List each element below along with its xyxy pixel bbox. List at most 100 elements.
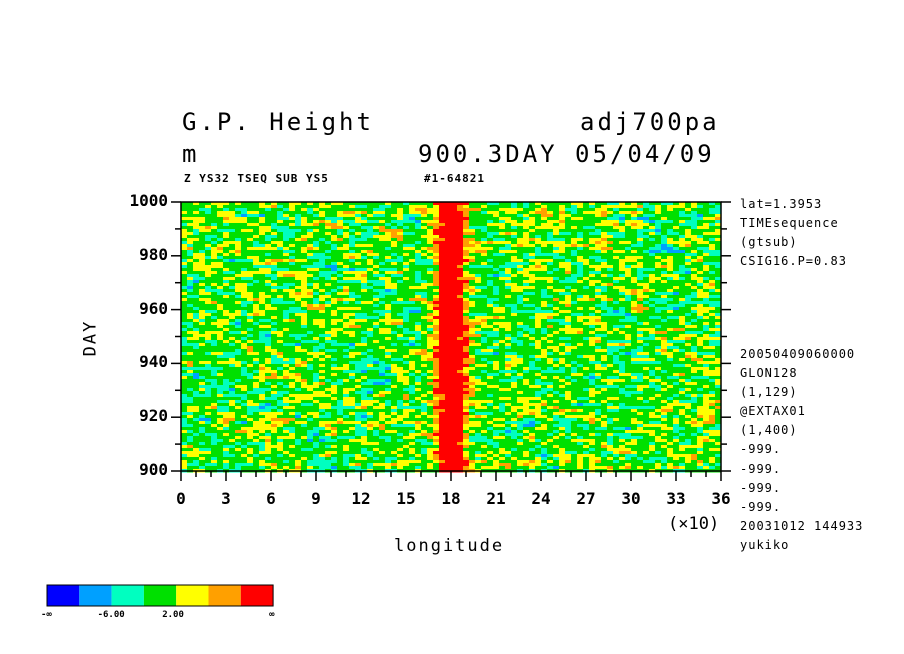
heatmap-cell — [295, 232, 302, 236]
heatmap-cell — [367, 280, 374, 284]
heatmap-cell — [655, 274, 662, 278]
heatmap-cell — [553, 235, 560, 239]
heatmap-cell — [535, 250, 542, 254]
heatmap-cell — [643, 223, 650, 227]
heatmap-cell — [421, 244, 428, 248]
heatmap-cell — [487, 202, 494, 206]
heatmap-cell — [601, 208, 608, 212]
heatmap-cell — [409, 202, 416, 206]
heatmap-cell — [391, 220, 398, 224]
heatmap-cell — [673, 211, 680, 215]
heatmap-cell — [577, 286, 584, 290]
heatmap-cell — [679, 292, 686, 296]
heatmap-cell — [253, 205, 260, 209]
heatmap-cell — [649, 298, 656, 302]
heatmap-cell — [715, 310, 722, 314]
heatmap-cell — [265, 202, 272, 206]
heatmap-cell — [337, 283, 344, 287]
heatmap-cell — [415, 349, 422, 353]
heatmap-cell — [649, 304, 656, 308]
heatmap-cell — [259, 220, 266, 224]
heatmap-cell — [445, 271, 452, 275]
heatmap-cell — [199, 292, 206, 296]
heatmap-cell — [487, 346, 494, 350]
heatmap-cell — [451, 337, 458, 341]
heatmap-cell — [535, 289, 542, 293]
heatmap-cell — [391, 313, 398, 317]
heatmap-cell — [649, 238, 656, 242]
heatmap-cell — [289, 319, 296, 323]
heatmap-cell — [187, 205, 194, 209]
heatmap-cell — [661, 205, 668, 209]
heatmap-cell — [271, 214, 278, 218]
heatmap-cell — [367, 316, 374, 320]
heatmap-cell — [295, 349, 302, 353]
heatmap-cell — [475, 310, 482, 314]
heatmap-cell — [271, 334, 278, 338]
heatmap-cell — [463, 274, 470, 278]
heatmap-cell — [367, 265, 374, 269]
heatmap-cell — [631, 358, 638, 362]
heatmap-cell — [217, 313, 224, 317]
heatmap-cell — [373, 319, 380, 323]
heatmap-cell — [691, 322, 698, 326]
heatmap-cell — [529, 232, 536, 236]
heatmap-cell — [631, 313, 638, 317]
heatmap-cell — [631, 220, 638, 224]
heatmap-cell — [235, 319, 242, 323]
heatmap-cell — [643, 259, 650, 263]
heatmap-cell — [229, 334, 236, 338]
heatmap-cell — [253, 202, 260, 206]
heatmap-cell — [445, 355, 452, 359]
heatmap-cell — [313, 202, 320, 206]
heatmap-cell — [229, 202, 236, 206]
heatmap-cell — [649, 220, 656, 224]
heatmap-cell — [679, 226, 686, 230]
heatmap-cell — [187, 286, 194, 290]
heatmap-cell — [265, 220, 272, 224]
heatmap-cell — [187, 316, 194, 320]
heatmap-cell — [223, 238, 230, 242]
heatmap-cell — [421, 265, 428, 269]
heatmap-cell — [661, 229, 668, 233]
heatmap-cell — [289, 265, 296, 269]
heatmap-cell — [535, 334, 542, 338]
heatmap-cell — [427, 355, 434, 359]
heatmap-cell — [247, 211, 254, 215]
heatmap-cell — [193, 355, 200, 359]
heatmap-cell — [379, 340, 386, 344]
heatmap-cell — [565, 298, 572, 302]
heatmap-cell — [193, 325, 200, 329]
heatmap-cell — [211, 298, 218, 302]
heatmap-cell — [637, 358, 644, 362]
heatmap-cell — [229, 283, 236, 287]
heatmap-cell — [277, 202, 284, 206]
heatmap-cell — [685, 307, 692, 311]
heatmap-cell — [481, 229, 488, 233]
heatmap-cell — [367, 349, 374, 353]
heatmap-cell — [427, 304, 434, 308]
heatmap-cell — [295, 301, 302, 305]
heatmap-cell — [397, 277, 404, 281]
heatmap-cell — [205, 232, 212, 236]
heatmap-cell — [571, 361, 578, 365]
heatmap-cell — [385, 208, 392, 212]
heatmap-cell — [277, 226, 284, 230]
heatmap-cell — [715, 346, 722, 350]
heatmap-cell — [637, 361, 644, 365]
heatmap-cell — [439, 304, 446, 308]
heatmap-cell — [463, 304, 470, 308]
heatmap-cell — [709, 244, 716, 248]
heatmap-cell — [427, 214, 434, 218]
heatmap-cell — [643, 202, 650, 206]
heatmap-cell — [409, 280, 416, 284]
heatmap-cell — [211, 346, 218, 350]
heatmap-cell — [535, 325, 542, 329]
heatmap-cell — [379, 298, 386, 302]
heatmap-cell — [679, 310, 686, 314]
heatmap-cell — [643, 274, 650, 278]
heatmap-cell — [607, 319, 614, 323]
heatmap-cell — [559, 229, 566, 233]
heatmap-cell — [349, 289, 356, 293]
heatmap-cell — [325, 202, 332, 206]
